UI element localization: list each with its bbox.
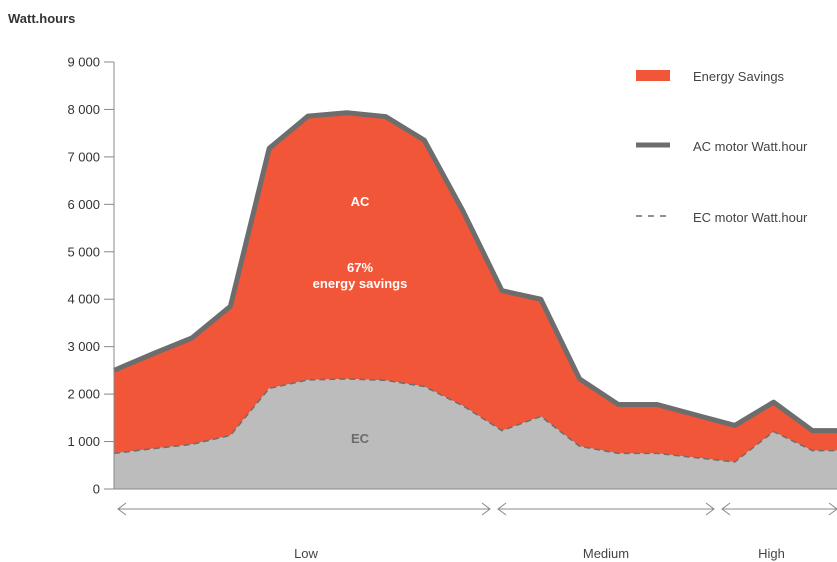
annotation-savings-text: energy savings — [313, 276, 408, 291]
ec-motor-line — [113, 378, 837, 463]
legend-label: AC motor Watt.hour — [693, 139, 808, 154]
range-label: High — [758, 546, 785, 561]
annotation-savings-percent: 67% — [347, 260, 373, 275]
y-tick-label: 6 000 — [67, 197, 100, 212]
annotation-ac: AC — [351, 194, 370, 209]
legend-swatch-savings — [636, 70, 670, 81]
y-tick-label: 2 000 — [67, 387, 100, 402]
range-label: Medium — [583, 546, 629, 561]
y-tick-label: 0 — [93, 482, 100, 497]
ec-motor-area — [114, 378, 837, 489]
y-tick-label: 4 000 — [67, 292, 100, 307]
range-arrow-head — [481, 502, 491, 516]
legend: Energy Savings AC motor Watt.hour EC motor… — [636, 69, 808, 225]
range-arrow-head — [828, 502, 837, 516]
y-tick-label: 5 000 — [67, 244, 100, 259]
range-arrow-head — [721, 502, 731, 516]
y-tick-label: 9 000 — [67, 55, 100, 70]
y-axis-ticks: 0 1 000 2 000 3 000 4 000 5 000 6 000 7 000 8 00… — [67, 55, 114, 497]
chart-lines — [113, 110, 837, 463]
y-tick-label: 7 000 — [67, 149, 100, 164]
range-arrow-head — [117, 502, 127, 516]
range-arrow-head — [497, 502, 507, 516]
y-tick-label: 1 000 — [67, 434, 100, 449]
energy-savings-area — [114, 112, 837, 462]
legend-label: EC motor Watt.hour — [693, 210, 808, 225]
x-ranges: Low Medium High — [117, 502, 837, 561]
chart-areas — [114, 112, 837, 489]
y-axis-label: Watt.hours — [8, 11, 75, 26]
range-label: Low — [294, 546, 318, 561]
legend-label: Energy Savings — [693, 69, 785, 84]
ac-motor-line — [113, 110, 837, 434]
y-tick-label: 8 000 — [67, 102, 100, 117]
annotation-ec: EC — [351, 431, 370, 446]
range-arrow-head — [705, 502, 715, 516]
y-tick-label: 3 000 — [67, 339, 100, 354]
